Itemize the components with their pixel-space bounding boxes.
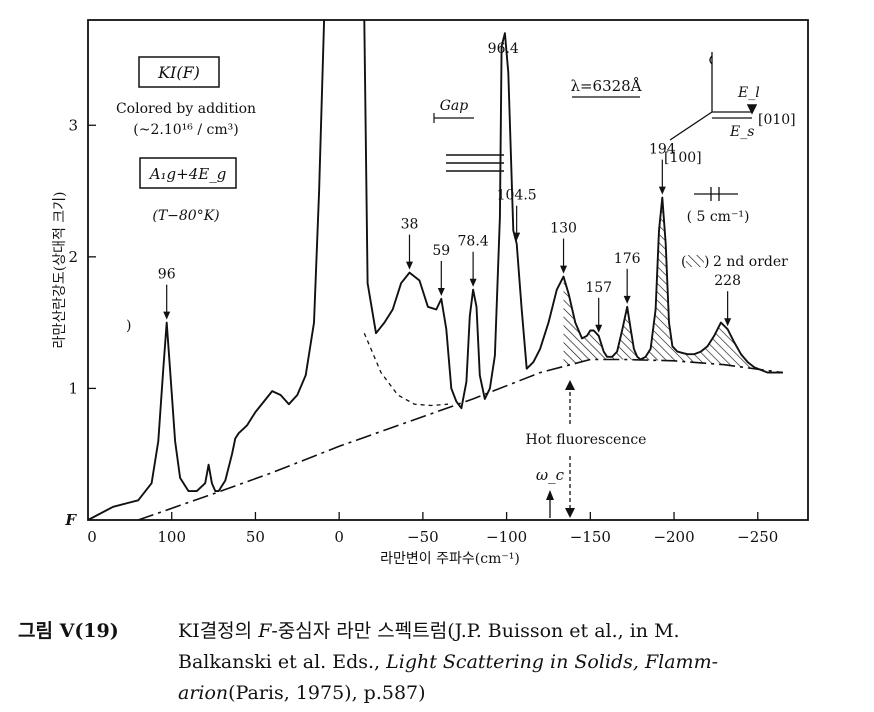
y-tick-label: 1 [68, 379, 78, 397]
caption-line-3: arion(Paris, 1975), p.587) [178, 678, 858, 709]
peak-label: 38 [401, 217, 419, 233]
peak-label: 104.5 [497, 188, 537, 204]
second-order-paren-close: ) [704, 254, 709, 270]
x-tick-label: −50 [407, 528, 439, 546]
dashed-extrapolation-curve [363, 332, 449, 407]
peak-label: 78.4 [458, 234, 489, 250]
x-tick-label: −200 [653, 528, 694, 546]
density-label: (~2.10¹⁶ / cm³) [133, 122, 238, 138]
x-tick-label: 0 [334, 528, 344, 546]
second-order-hatched-regions [563, 197, 783, 373]
caption-line-2: Balkanski et al. Eds., Light Scattering … [178, 647, 858, 678]
peak-label: 176 [614, 251, 641, 267]
peak-arrow-head [724, 318, 732, 327]
y-tick-label: 2 [68, 248, 78, 266]
caption-italic: arion [178, 682, 229, 704]
figure-number: 그림 V(19) [18, 620, 119, 642]
y-tick-label: 3 [68, 116, 78, 134]
sample-label: KI(F) [157, 63, 200, 82]
peak-label: 96 [158, 267, 176, 283]
x-axis-ticks: 100 50 0 −50 −100 −150 −200 −250 0 [87, 512, 778, 546]
caption-body: KI결정의 F-중심자 라만 스펙트럼(J.P. Buisson et al.,… [178, 616, 858, 709]
axis-break-marks [446, 154, 504, 172]
resolution-marker [694, 187, 738, 201]
omega-c-arrow-head [546, 490, 554, 500]
second-order-fill [563, 197, 783, 373]
dir-010-label: [010] [758, 112, 796, 128]
peak-arrow-head [163, 311, 171, 320]
hot-fluorescence-down-head [565, 508, 575, 518]
gap-label: Gap [440, 98, 469, 114]
second-order-label: 2 nd order [713, 254, 788, 270]
colored-label: Colored by addition [116, 101, 256, 117]
peak-label: 59 [432, 243, 450, 259]
caption-text: KI결정의 [178, 620, 259, 642]
peak-label: 194 [649, 142, 676, 158]
x-axis-label: 라만변이 주파수(cm⁻¹) [380, 551, 520, 567]
second-order-swatch [686, 255, 704, 267]
dir-100-label: [100] [664, 150, 702, 166]
peak-label: 157 [585, 280, 612, 296]
background-dash-dot-line [137, 358, 784, 521]
peak-arrow-head [437, 287, 445, 296]
peak-arrow-head [405, 261, 413, 270]
caption-italic: Light Scattering in Solids, Flamm- [386, 651, 719, 673]
peak-arrow-head [560, 265, 568, 274]
resolution-label: ( 5 cm⁻¹) [687, 209, 750, 225]
hot-fluorescence-up-head [565, 380, 575, 390]
wavelength-label: λ=6328Å [570, 77, 641, 95]
spectrum-line-1 [87, 19, 326, 521]
x-tick-label: 100 [157, 528, 186, 546]
e-incident-label: E_l [737, 85, 760, 101]
second-order-paren: ( [681, 254, 686, 270]
x-tick-label: −150 [570, 528, 611, 546]
peak-arrow-head [513, 232, 521, 241]
e-scattered-label: E_s [729, 124, 754, 140]
caption-line-1: KI결정의 F-중심자 라만 스펙트럼(J.P. Buisson et al.,… [178, 616, 858, 647]
temperature-label: (T−80°K) [152, 208, 219, 224]
caption-text: (Paris, 1975), p.587) [228, 682, 426, 704]
sample-box [138, 56, 220, 88]
spectrum-series [87, 19, 783, 521]
symmetry-label: A₁g+4E_g [148, 165, 227, 183]
peak-label: 228 [714, 273, 741, 289]
polarization-diagram [669, 52, 758, 141]
peak-arrow-head [658, 186, 666, 195]
symmetry-box [139, 157, 237, 189]
spectrum-line-2 [363, 19, 783, 410]
peak-label: 130 [550, 221, 577, 237]
peak-arrow-head [595, 324, 603, 333]
caption-text: Balkanski et al. Eds., [178, 651, 387, 673]
y-axis-ticks: 1 2 3 F [64, 116, 96, 529]
plot-frame [87, 19, 809, 521]
hot-fluorescence-label: Hot fluorescence [526, 432, 647, 448]
peak-arrow-head [623, 295, 631, 304]
small-mark: ) [126, 318, 131, 334]
peak-label: 96.4 [488, 41, 519, 57]
x-tick-label: 50 [246, 528, 265, 546]
x-tick-label: −100 [486, 528, 527, 546]
raman-spectrum-chart: 100 50 0 −50 −100 −150 −200 −250 0 1 2 3 F 라만변이 주파수… [52, 19, 809, 567]
caption-italic: F [258, 620, 272, 642]
x-tick-label: −250 [737, 528, 778, 546]
x-origin-label: 0 [87, 528, 97, 546]
peak-arrow-head [469, 278, 477, 287]
caption-text: -중심자 라만 스펙트럼(J.P. Buisson et al., in M. [271, 620, 680, 642]
omega-c-label: ω_c [536, 466, 565, 484]
y-origin-label: F [64, 511, 77, 529]
y-axis-label: 라만산란강도(상대적 크기) [52, 191, 68, 348]
